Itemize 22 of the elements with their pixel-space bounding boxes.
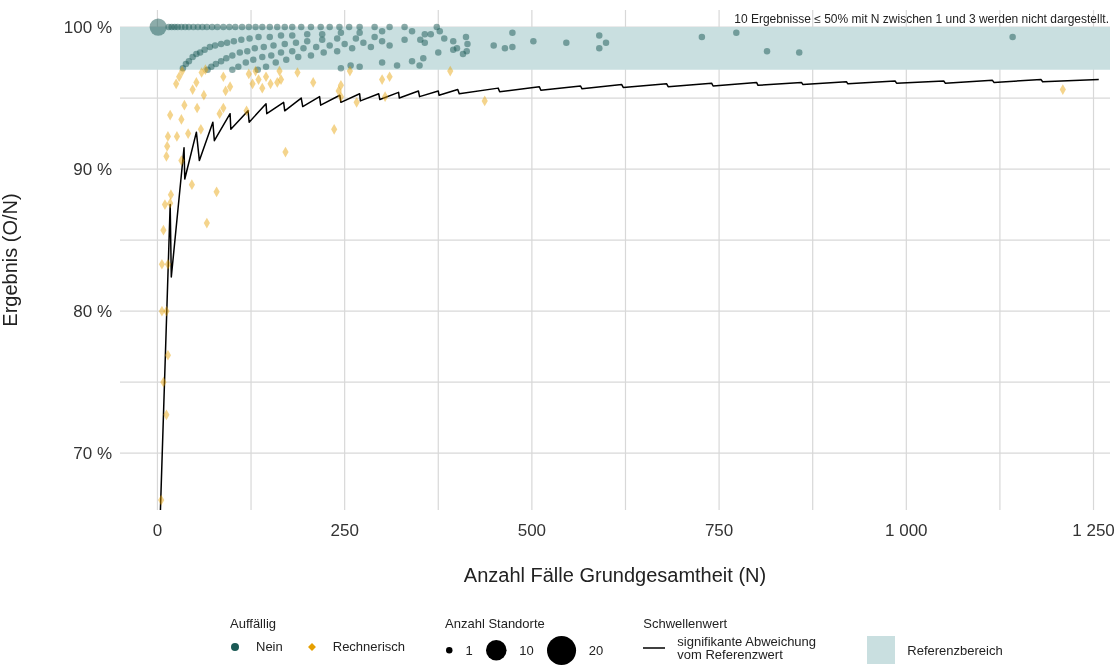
x-axis-title: Anzahl Fälle Grundgesamtheit (N) xyxy=(463,564,767,586)
x-tick-label: 1 000 xyxy=(885,521,928,540)
y-tick-label: 80 % xyxy=(73,302,112,322)
y-tick-label: 90 % xyxy=(73,160,112,180)
x-tick-label: 0 xyxy=(152,521,163,540)
x-tick-label: 1 250 xyxy=(1072,521,1115,540)
legend-label: 1 xyxy=(465,643,473,659)
x-tick-label: 500 xyxy=(517,521,547,540)
legend-label: 20 xyxy=(588,643,604,659)
legend-label: Referenzbereich xyxy=(907,642,1003,658)
legend-title: Auffällig xyxy=(230,616,277,631)
legend-label: Nein xyxy=(256,639,283,654)
x-tick-label: 750 xyxy=(704,521,734,540)
legend-label: 10 xyxy=(519,643,534,659)
legend: Auffällig Nein Rechnerisch Anzahl Standorte 1 10 20 Schwellenwert signifikante Abweichung vom Referenzwert Referenzbereich xyxy=(230,616,1003,667)
y-tick-label: 100 % xyxy=(63,18,112,38)
legend-label: signifikante Abweichung vom Referenzwert xyxy=(677,634,818,662)
x-tick-label: 250 xyxy=(330,521,359,540)
y-tick-label: 70 % xyxy=(73,444,112,464)
legend-label: Rechnerisch xyxy=(332,639,406,654)
y-axis-title: Ergebnis (O/N) xyxy=(0,193,22,327)
annotation: 10 Ergebnisse ≤ 50% mit N zwischen 1 und 3 werden nicht dargestellt. xyxy=(734,12,1109,26)
